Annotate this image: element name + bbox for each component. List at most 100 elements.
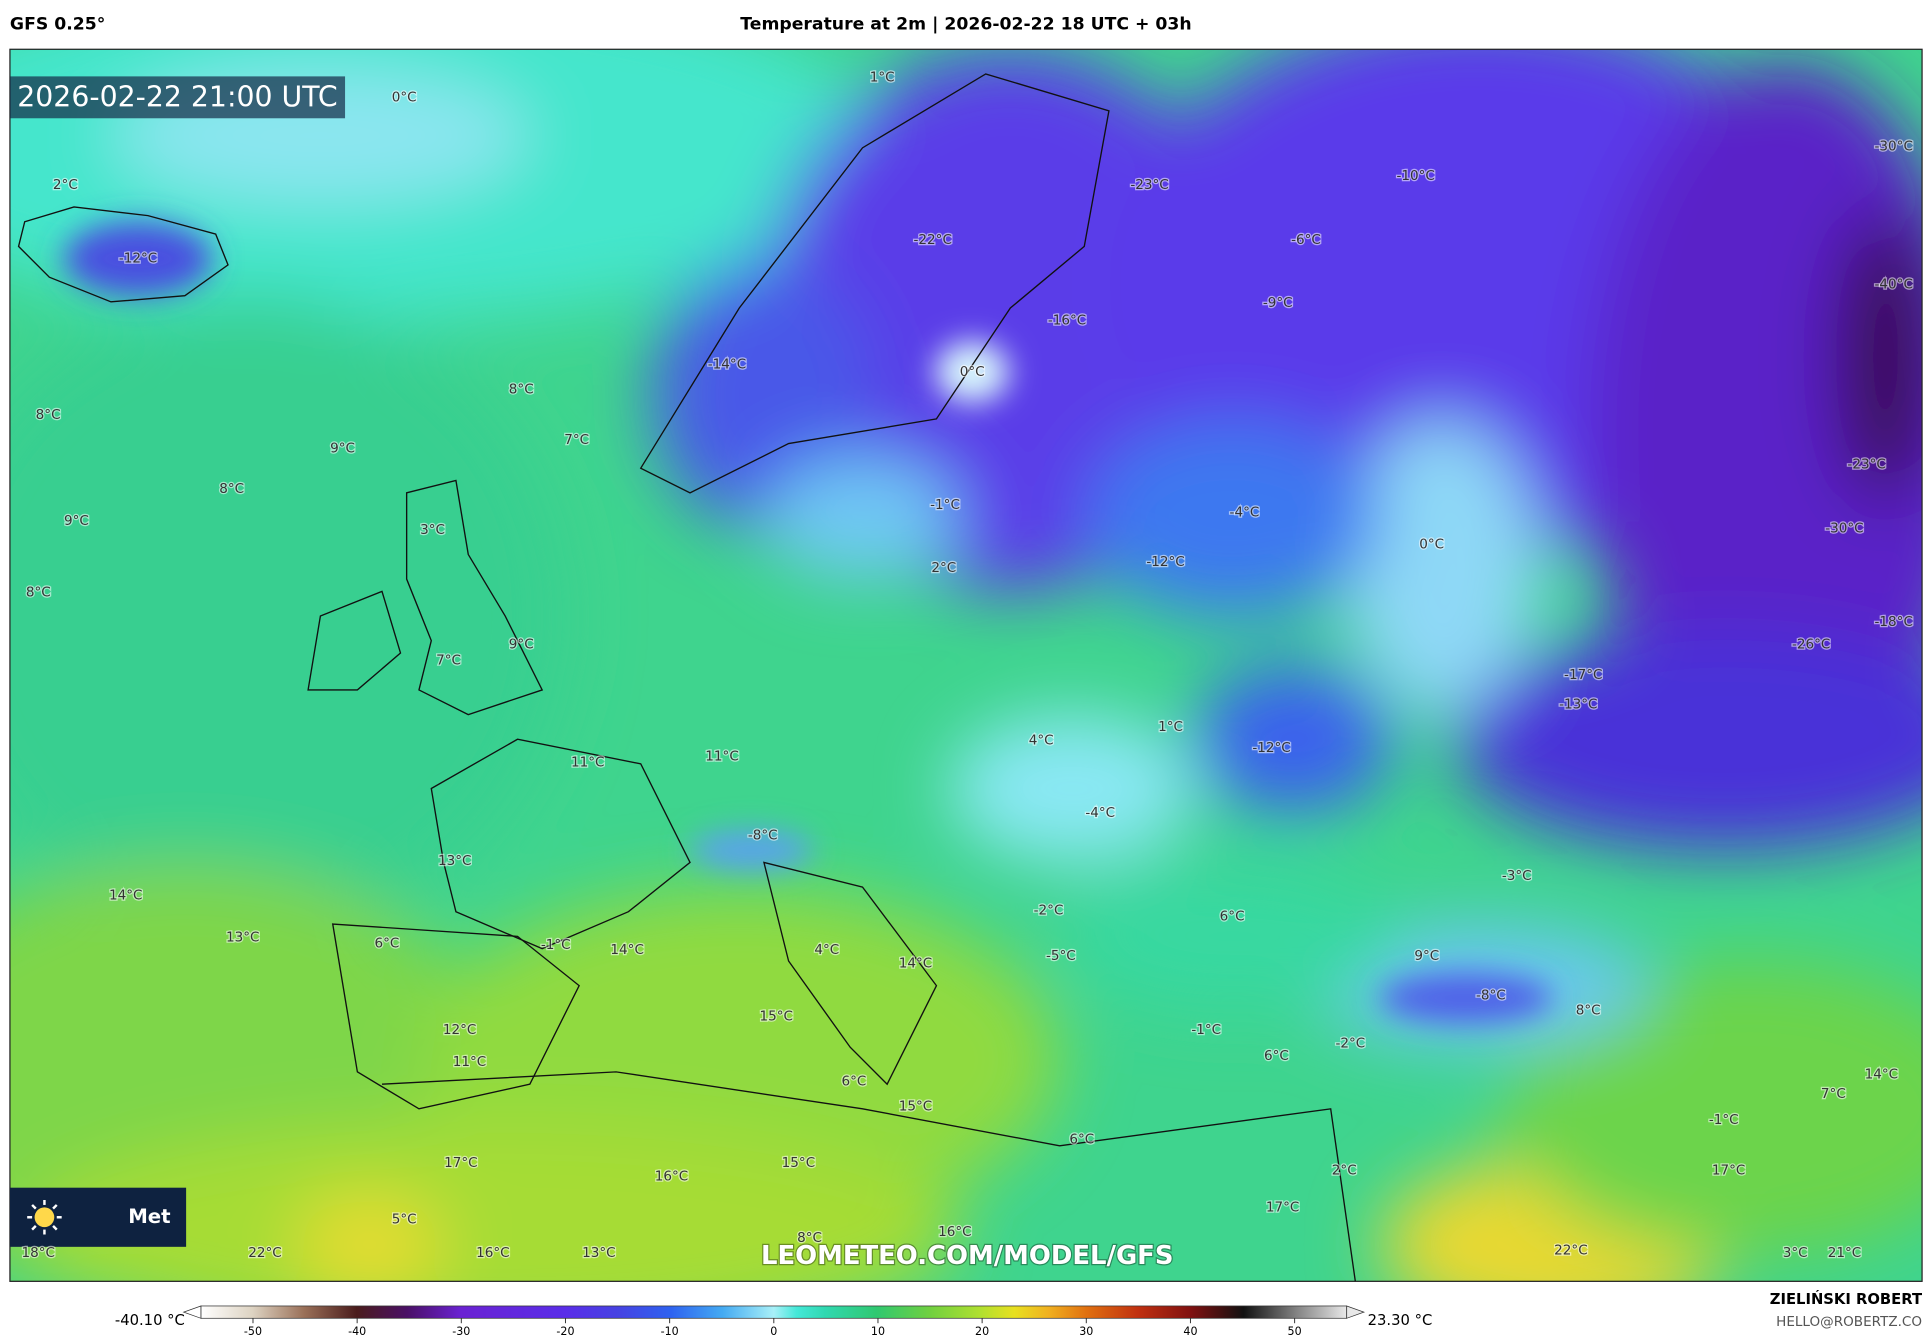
colorbar-tick-label: -30 bbox=[452, 1325, 470, 1338]
colorbar-left-end bbox=[182, 1305, 202, 1319]
temperature-label: 8°C bbox=[219, 481, 244, 497]
temperature-label: 3°C bbox=[420, 522, 445, 538]
colorbar-right-end bbox=[1346, 1305, 1366, 1319]
temperature-label: 14°C bbox=[899, 955, 932, 971]
temperature-label: 8°C bbox=[509, 381, 534, 397]
temperature-label: -4°C bbox=[1085, 805, 1115, 821]
temperature-label: -3°C bbox=[1502, 868, 1532, 884]
temperature-label: 16°C bbox=[655, 1169, 688, 1185]
temperature-label: -13°C bbox=[1559, 697, 1597, 713]
temperature-label: -2°C bbox=[1034, 902, 1064, 918]
colorbar-tick-label: 50 bbox=[1288, 1325, 1302, 1338]
temperature-label: 2°C bbox=[53, 177, 78, 193]
temperature-label: 7°C bbox=[436, 652, 461, 668]
temperature-label: 0°C bbox=[392, 89, 417, 105]
colorbar-max: 23.30 °C bbox=[1368, 1312, 1433, 1329]
temperature-label: -8°C bbox=[1476, 987, 1506, 1003]
temperature-label: 7°C bbox=[1821, 1086, 1846, 1102]
temperature-label: 17°C bbox=[1712, 1162, 1745, 1178]
temperature-label: 11°C bbox=[571, 755, 604, 771]
temperature-label: 22°C bbox=[1554, 1243, 1587, 1259]
model-name: GFS 0.25° bbox=[10, 15, 105, 35]
author: ZIELIŃSKI ROBERT bbox=[1770, 1290, 1922, 1308]
colorbar-tick-label: 40 bbox=[1183, 1325, 1197, 1338]
colorbar-tick-label: 0 bbox=[770, 1325, 777, 1338]
colorbar-min: -40.10 °C bbox=[115, 1312, 185, 1329]
temperature-label: 15°C bbox=[782, 1155, 815, 1171]
colorbar-tick-label: -40 bbox=[348, 1325, 366, 1338]
temperature-label: 8°C bbox=[1576, 1002, 1601, 1018]
temperature-label: -14°C bbox=[708, 357, 746, 373]
temperature-label: 6°C bbox=[1220, 909, 1245, 925]
coastlines bbox=[17, 73, 1356, 1282]
temperature-label: -12°C bbox=[119, 251, 157, 267]
temperature-label: 14°C bbox=[1865, 1066, 1898, 1082]
temperature-label: -18°C bbox=[1875, 614, 1913, 630]
temperature-label: 1°C bbox=[870, 70, 895, 86]
temperature-label: 13°C bbox=[582, 1245, 615, 1261]
temperature-label: 6°C bbox=[375, 936, 400, 952]
temperature-label: -6°C bbox=[1291, 232, 1321, 248]
temperature-label: 5°C bbox=[392, 1212, 417, 1228]
logo-text: Met bbox=[128, 1205, 170, 1228]
temperature-label: 15°C bbox=[899, 1098, 932, 1114]
temperature-label: -30°C bbox=[1825, 521, 1863, 537]
temperature-label: -17°C bbox=[1564, 667, 1602, 683]
temperature-label: -1°C bbox=[1191, 1022, 1221, 1038]
logo: Met bbox=[9, 1187, 187, 1247]
temperature-label: 4°C bbox=[1029, 732, 1054, 748]
temperature-label: 8°C bbox=[36, 407, 61, 423]
temperature-label: 9°C bbox=[330, 440, 355, 456]
temperature-label: 8°C bbox=[26, 585, 51, 601]
temperature-label: 16°C bbox=[938, 1224, 971, 1240]
temperature-label: 15°C bbox=[760, 1008, 793, 1024]
temperature-label: -1°C bbox=[541, 937, 571, 953]
temperature-label: 9°C bbox=[1414, 948, 1439, 964]
temperature-label: -12°C bbox=[1146, 554, 1184, 570]
title: Temperature at 2m | 2026-02-22 18 UTC + … bbox=[740, 15, 1191, 35]
temperature-label: 0°C bbox=[1419, 537, 1444, 553]
temperature-label: 1°C bbox=[1158, 719, 1183, 735]
temperature-label: -2°C bbox=[1336, 1036, 1366, 1052]
temperature-label: -26°C bbox=[1792, 636, 1830, 652]
temperature-label: 9°C bbox=[64, 513, 89, 529]
temperature-label: 11°C bbox=[705, 748, 738, 764]
temperature-label: -1°C bbox=[1709, 1112, 1739, 1128]
temperature-label: 6°C bbox=[841, 1074, 866, 1090]
temperature-label: -23°C bbox=[1847, 456, 1885, 472]
temperature-label: 2°C bbox=[1332, 1162, 1357, 1178]
temperature-label: 18°C bbox=[22, 1245, 55, 1261]
temperature-label: -12°C bbox=[1252, 740, 1290, 756]
colorbar-tick-label: -20 bbox=[556, 1325, 574, 1338]
temperature-label: -8°C bbox=[748, 827, 778, 843]
temperature-label: 6°C bbox=[1264, 1048, 1289, 1064]
temperature-label: 17°C bbox=[444, 1155, 477, 1171]
temperature-label: -4°C bbox=[1230, 505, 1260, 521]
temperature-label: 13°C bbox=[438, 853, 471, 869]
colorbar-tick-label: 10 bbox=[871, 1325, 885, 1338]
colorbar-tick-label: 30 bbox=[1079, 1325, 1093, 1338]
temperature-label: 7°C bbox=[564, 432, 589, 448]
temperature-label: 13°C bbox=[226, 930, 259, 946]
temperature-label: -1°C bbox=[930, 497, 960, 513]
temperature-label: -10°C bbox=[1397, 168, 1435, 184]
temperature-label: 6°C bbox=[1069, 1132, 1094, 1148]
temperature-label: -23°C bbox=[1130, 177, 1168, 193]
temperature-label: 0°C bbox=[960, 364, 985, 380]
temperature-label: -22°C bbox=[914, 232, 952, 248]
temperature-label: -30°C bbox=[1875, 139, 1913, 155]
temperature-label: -9°C bbox=[1263, 295, 1293, 311]
temperature-label: 11°C bbox=[453, 1054, 486, 1070]
colorbar-tick-label: 20 bbox=[975, 1325, 989, 1338]
temperature-label: 14°C bbox=[109, 888, 142, 904]
temperature-label: 17°C bbox=[1266, 1199, 1299, 1215]
map-frame bbox=[9, 48, 1923, 1282]
temperature-label: 21°C bbox=[1828, 1245, 1861, 1261]
temperature-label: 22°C bbox=[248, 1245, 281, 1261]
temperature-label: 14°C bbox=[610, 942, 643, 958]
colorbar-tick-label: -50 bbox=[244, 1325, 262, 1338]
temperature-label: -5°C bbox=[1046, 948, 1076, 964]
